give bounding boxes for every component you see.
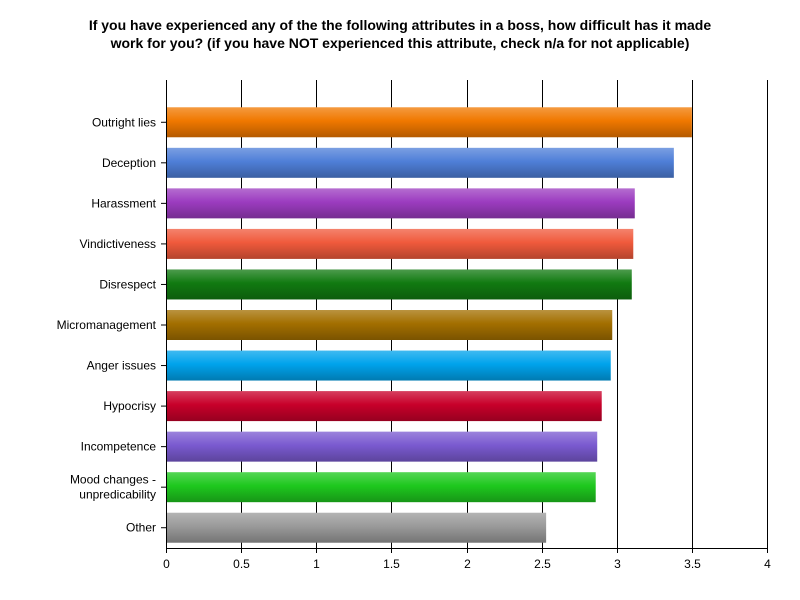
x-tick-label: 2.5 — [534, 557, 551, 571]
bar — [166, 107, 692, 138]
bar — [166, 472, 596, 503]
bar — [166, 228, 634, 259]
category-label-line: unpredicability — [79, 488, 156, 502]
bar — [166, 147, 674, 178]
category-label: Disrespect — [99, 277, 156, 291]
category-label-line: Harassment — [91, 196, 156, 210]
bar — [166, 269, 632, 300]
x-tick-label: 0 — [163, 557, 170, 571]
chart-title: If you have experienced any of the the f… — [0, 16, 800, 52]
x-tick-label: 1 — [313, 557, 320, 571]
chart-title-line-2: work for you? (if you have NOT experienc… — [110, 35, 690, 51]
category-label: Hypocrisy — [103, 399, 156, 413]
category-label: Harassment — [91, 196, 156, 210]
category-label-line: Outright lies — [92, 115, 156, 129]
category-label-line: Micromanagement — [57, 318, 157, 332]
x-tick-label: 4 — [764, 557, 771, 571]
x-tick-label: 3 — [614, 557, 621, 571]
axes — [161, 80, 768, 553]
x-tick-label: 0.5 — [233, 557, 250, 571]
bar — [166, 310, 613, 340]
bars — [166, 107, 692, 543]
x-tick-label: 2 — [464, 557, 471, 571]
category-label: Vindictiveness — [80, 237, 157, 251]
tick-labels: 0 0.5 1 1.5 2 2.5 3 3.5 4 — [163, 557, 771, 571]
bar — [166, 391, 602, 422]
category-label-line: Incompetence — [81, 440, 157, 454]
category-label: Deception — [102, 156, 156, 170]
x-tick-label: 1.5 — [383, 557, 400, 571]
category-label-line: Mood changes - — [70, 473, 156, 487]
category-label-line: Hypocrisy — [103, 399, 156, 413]
bar — [166, 350, 611, 381]
category-label: Other — [126, 521, 156, 535]
category-labels: Outright lies Deception Harassment Vindicti… — [57, 115, 157, 534]
x-tick-label: 3.5 — [684, 557, 701, 571]
category-label: Outright lies — [92, 115, 156, 129]
category-label-line: Vindictiveness — [80, 237, 157, 251]
category-label: Micromanagement — [57, 318, 157, 332]
bar — [166, 431, 598, 462]
bar — [166, 512, 547, 543]
category-label-line: Deception — [102, 156, 156, 170]
category-label: Incompetence — [81, 440, 157, 454]
bar — [166, 188, 635, 219]
category-label-line: Other — [126, 521, 156, 535]
category-label: Mood changes -unpredicability — [70, 473, 156, 502]
chart-title-line-1: If you have experienced any of the the f… — [88, 17, 712, 33]
category-label-line: Disrespect — [99, 277, 156, 291]
category-label-line: Anger issues — [87, 359, 156, 373]
category-label: Anger issues — [87, 359, 156, 373]
